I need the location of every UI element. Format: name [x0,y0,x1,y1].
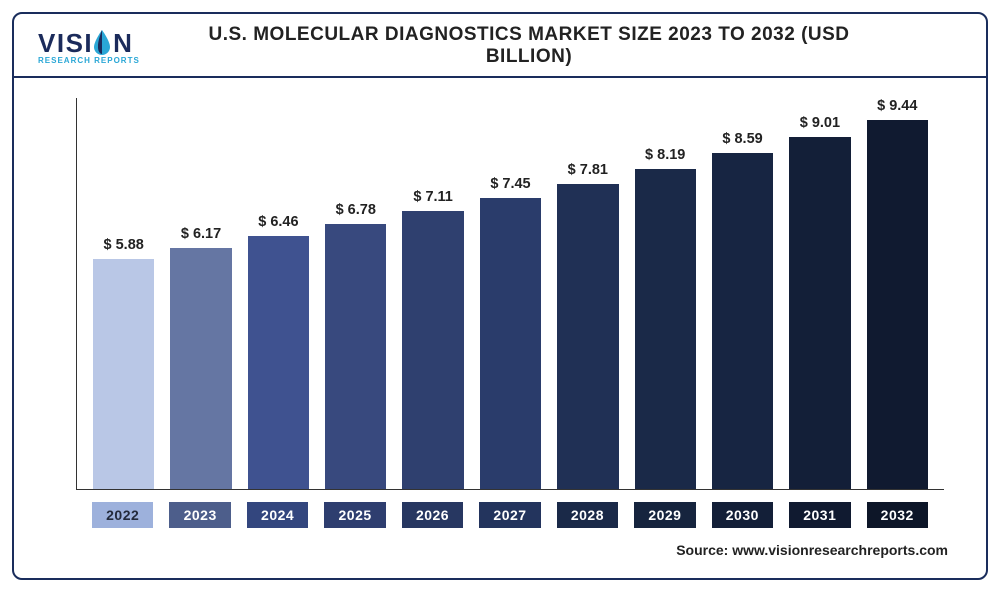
bars-container: $ 5.88 $ 6.17 $ 6.46 $ 6.78 $ 7.11 $ 7.45 $ 7.… [77,98,944,489]
bar-value-label: $ 6.17 [181,226,221,242]
bar-value-label: $ 7.81 [568,162,608,178]
bar-value-label: $ 7.45 [490,176,530,192]
year-badge: 2031 [789,502,850,528]
bar-slot: $ 7.45 [472,98,549,489]
year-badge: 2022 [92,502,153,528]
bar-value-label: $ 9.44 [877,98,917,114]
bar-slot: $ 9.44 [859,98,936,489]
year-badge: 2025 [324,502,385,528]
x-axis-badges: 2022 2023 2024 2025 2026 2027 2028 2029 2030 2031… [76,502,944,528]
brand-sub-text: RESEARCH REPORTS [38,56,176,65]
bar [248,236,309,489]
year-badge: 2032 [867,502,928,528]
bar-slot: $ 7.81 [549,98,626,489]
x-badge-slot: 2022 [84,502,161,528]
year-badge: 2026 [402,502,463,528]
bar [712,153,773,489]
year-badge: 2024 [247,502,308,528]
bar-slot: $ 8.59 [704,98,781,489]
brand-logo: VISI N RESEARCH REPORTS [38,28,176,65]
brand-top-text: VISI [38,30,93,56]
brand-accent-letter: N [113,30,133,56]
year-badge: 2027 [479,502,540,528]
chart-plot-area: $ 5.88 $ 6.17 $ 6.46 $ 6.78 $ 7.11 $ 7.45 $ 7.… [76,98,944,490]
bar [402,211,463,489]
x-badge-slot: 2025 [316,502,393,528]
bar-value-label: $ 8.59 [722,131,762,147]
bar-slot: $ 6.78 [317,98,394,489]
bar [170,248,231,489]
bar [867,120,928,489]
bar-value-label: $ 9.01 [800,115,840,131]
bar-slot: $ 7.11 [394,98,471,489]
brand-logo-top: VISI N [38,28,176,58]
header: VISI N RESEARCH REPORTS U.S. MOLECULAR D… [14,14,986,78]
bar [635,169,696,489]
x-badge-slot: 2026 [394,502,471,528]
x-badge-slot: 2028 [549,502,626,528]
bar-value-label: $ 6.46 [258,214,298,230]
chart-axes: $ 5.88 $ 6.17 $ 6.46 $ 6.78 $ 7.11 $ 7.45 $ 7.… [76,98,944,490]
bar-value-label: $ 6.78 [336,202,376,218]
chart-title: U.S. MOLECULAR DIAGNOSTICS MARKET SIZE 2… [176,24,962,68]
x-badge-slot: 2023 [161,502,238,528]
source-text: Source: www.visionresearchreports.com [676,542,948,558]
year-badge: 2029 [634,502,695,528]
bar [789,137,850,489]
bar-slot: $ 6.17 [162,98,239,489]
bar [557,184,618,489]
year-badge: 2023 [169,502,230,528]
bar-value-label: $ 5.88 [104,237,144,253]
x-badge-slot: 2032 [859,502,936,528]
bar-value-label: $ 7.11 [413,189,453,205]
chart-frame: VISI N RESEARCH REPORTS U.S. MOLECULAR D… [12,12,988,580]
x-badge-slot: 2027 [471,502,548,528]
year-badge: 2030 [712,502,773,528]
bar [325,224,386,489]
bar [480,198,541,489]
x-badge-slot: 2029 [626,502,703,528]
bar [93,259,154,489]
bar-slot: $ 8.19 [627,98,704,489]
x-badge-slot: 2024 [239,502,316,528]
droplet-icon [91,28,113,58]
bar-value-label: $ 8.19 [645,147,685,163]
bar-slot: $ 6.46 [240,98,317,489]
bar-slot: $ 9.01 [781,98,858,489]
x-badge-slot: 2030 [704,502,781,528]
bar-slot: $ 5.88 [85,98,162,489]
x-badge-slot: 2031 [781,502,858,528]
year-badge: 2028 [557,502,618,528]
